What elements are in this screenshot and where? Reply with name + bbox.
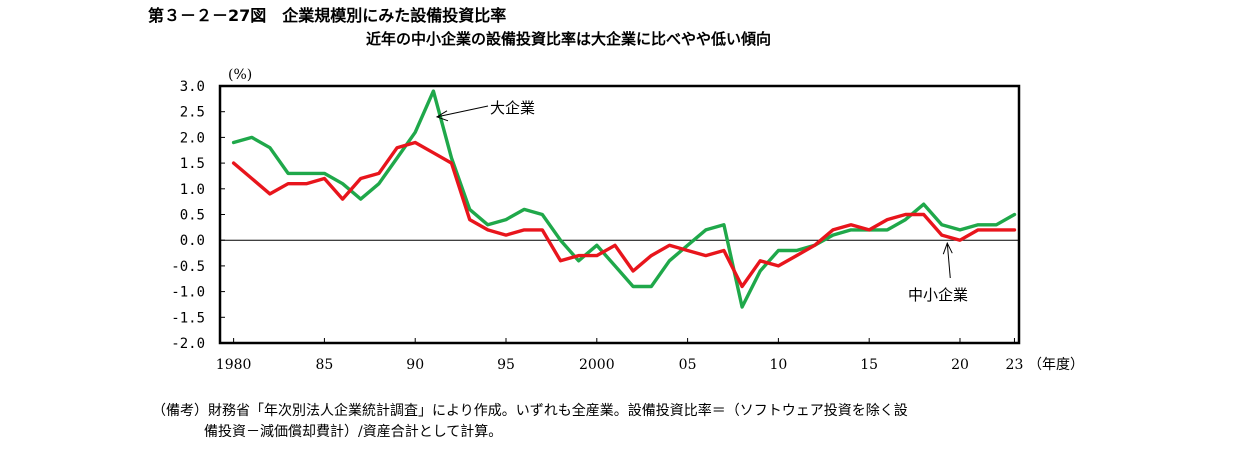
y-tick-label: -2.0 bbox=[171, 336, 205, 352]
series-line-large-firms bbox=[231, 89, 1017, 309]
line-chart: 3.0 2.5 2.0 1.5 1.0 0.5 0.0 -0.5 -1.0 -1.5 -2.0 19… bbox=[171, 67, 1084, 373]
source-note-line1: （備考）財務省「年次別法人企業統計調査」により作成。いずれも全産業。設備投資比率… bbox=[152, 403, 908, 419]
x-tick-label: 90 bbox=[406, 357, 424, 373]
x-tick-label: 23 bbox=[1006, 357, 1024, 373]
figure-title: 第３－２－27図 企業規模別にみた設備投資比率 bbox=[148, 6, 507, 25]
y-tick-label: -1.5 bbox=[171, 310, 205, 326]
figure-subtitle: 近年の中小企業の設備投資比率は大企業に比べやや低い傾向 bbox=[366, 30, 772, 48]
x-tick-label: 05 bbox=[679, 357, 697, 373]
annotation-smes: 中小企業 bbox=[908, 286, 968, 304]
y-tick-label: 2.5 bbox=[180, 105, 205, 121]
x-tick-label: 20 bbox=[951, 357, 969, 373]
plot-frame bbox=[218, 84, 1021, 345]
annotation-large-firms: 大企業 bbox=[490, 99, 535, 117]
x-tick-label: 10 bbox=[769, 357, 787, 373]
annotation-arrowhead-smes bbox=[942, 241, 953, 255]
annotation-arrow-large-firms bbox=[436, 105, 489, 118]
x-tick-label: 2000 bbox=[579, 357, 615, 373]
annotation-arrow-smes bbox=[946, 243, 951, 279]
y-tick-label: 2.0 bbox=[180, 130, 205, 146]
y-tick-label: 1.5 bbox=[180, 156, 205, 172]
source-note: （備考）財務省「年次別法人企業統計調査」により作成。いずれも全産業。設備投資比率… bbox=[152, 401, 908, 443]
x-tick-label: 85 bbox=[316, 357, 334, 373]
y-tick-label: -1.0 bbox=[171, 285, 205, 301]
y-tick-label: 0.0 bbox=[180, 233, 205, 249]
y-tick-label: 0.5 bbox=[180, 208, 205, 224]
y-tick-label: 1.0 bbox=[180, 182, 205, 198]
y-axis-label: (%) bbox=[228, 67, 252, 83]
y-tick-label: 3.0 bbox=[180, 79, 205, 95]
annotation-arrowhead-large-firms bbox=[435, 110, 449, 122]
x-tick-label: 1980 bbox=[216, 357, 252, 373]
x-tick-label: 15 bbox=[860, 357, 878, 373]
series-line-smes bbox=[231, 140, 1017, 289]
x-axis-label: （年度） bbox=[1028, 357, 1084, 373]
source-note-line2: 備投資－減価償却費計）/資産合計として計算。 bbox=[204, 424, 503, 440]
x-tick-label: 95 bbox=[497, 357, 515, 373]
y-tick-label: -0.5 bbox=[171, 259, 205, 275]
